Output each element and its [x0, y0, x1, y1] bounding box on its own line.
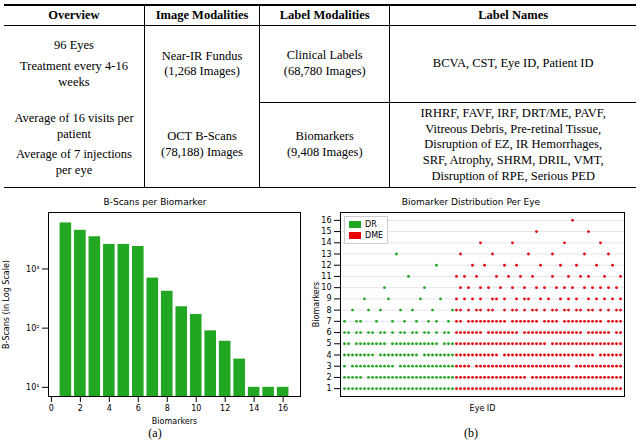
html-text:Label Names: Label Names — [478, 8, 549, 22]
html-text:Disruption of EZ, IR Hemorrhag: Disruption of EZ, IR Hemorrhages, — [424, 137, 602, 152]
html-text:(b): (b) — [464, 426, 478, 441]
html-text:(a): (a) — [148, 426, 162, 441]
html-text:Image Modalities: Image Modalities — [155, 8, 249, 22]
svg-text:Biomarkers: Biomarkers — [152, 417, 197, 426]
html-text:IRHRF, FAVF, IRF, DRT/ME, PAVF: IRHRF, FAVF, IRF, DRT/ME, PAVF, — [420, 106, 606, 120]
html-text:Near-IR Fundus: Near-IR Fundus — [161, 48, 243, 63]
html-text:Average of 16 visits per patie: Average of 16 visits per patient — [14, 111, 134, 141]
svg-text:B-Scans (in Log Scale): B-Scans (in Log Scale) — [2, 260, 11, 349]
svg-text:2: 2 — [326, 373, 331, 382]
html-text:Vitreous Debris, Pre-retinal T: Vitreous Debris, Pre-retinal Tissue, — [425, 121, 602, 136]
html-text:Label Modalities: Label Modalities — [279, 8, 370, 22]
svg-text:16: 16 — [278, 404, 288, 413]
svg-text:14: 14 — [249, 404, 259, 413]
svg-text:9: 9 — [326, 295, 331, 304]
html-text:DR: DR — [365, 220, 377, 230]
html-text:BCVA, CST, Eye ID, Patient ID: BCVA, CST, Eye ID, Patient ID — [432, 56, 594, 71]
svg-text:6: 6 — [326, 328, 331, 337]
svg-text:3: 3 — [326, 362, 331, 371]
html-text:Treatment every 4-16 weeks: Treatment every 4-16 weeks — [20, 58, 128, 89]
html-text:96 Eyes: 96 Eyes — [54, 38, 94, 53]
svg-text:12: 12 — [321, 261, 331, 270]
svg-text:6: 6 — [136, 404, 141, 413]
svg-text:8: 8 — [165, 404, 170, 413]
html-text:(1,268 Images): (1,268 Images) — [164, 64, 240, 79]
svg-text:Biomarkers: Biomarkers — [312, 282, 321, 327]
svg-text:Eye ID: Eye ID — [470, 404, 496, 413]
html-text:Clinical Labels: Clinical Labels — [286, 48, 363, 63]
svg-text:10²: 10² — [26, 324, 39, 333]
svg-text:10: 10 — [191, 404, 201, 413]
svg-text:14: 14 — [321, 238, 331, 247]
html-text:SRF, Atrophy, SHRM, DRIL, VMT,: SRF, Atrophy, SHRM, DRIL, VMT, — [422, 152, 604, 167]
svg-text:15: 15 — [321, 227, 331, 236]
html-text:(78,188) Images: (78,188) Images — [161, 144, 243, 159]
svg-text:10: 10 — [321, 283, 331, 292]
svg-text:2: 2 — [78, 404, 83, 413]
svg-text:0: 0 — [49, 404, 54, 413]
svg-text:10³: 10³ — [26, 265, 39, 274]
html-text:OCT B-Scans: OCT B-Scans — [167, 129, 237, 144]
html-text:B-Scans per Biomarker: B-Scans per Biomarker — [103, 197, 207, 208]
html-text:DME: DME — [365, 231, 384, 241]
html-text:Disruption of RPE, Serious PED: Disruption of RPE, Serious PED — [431, 168, 595, 183]
svg-text:4: 4 — [107, 404, 112, 413]
svg-text:8: 8 — [326, 306, 331, 315]
svg-text:5: 5 — [326, 339, 331, 348]
svg-text:1: 1 — [326, 384, 331, 393]
svg-text:12: 12 — [220, 404, 230, 413]
html-text:Average of 7 injections per ey: Average of 7 injections per eye — [15, 147, 132, 177]
svg-text:4: 4 — [326, 351, 331, 360]
html-text:Overview: Overview — [48, 8, 100, 22]
html-text:Biomarkers: Biomarkers — [295, 129, 354, 144]
html-text:(9,408 Images): (9,408 Images) — [286, 145, 363, 160]
svg-text:13: 13 — [321, 250, 331, 259]
html-text:(68,780 Images): (68,780 Images) — [283, 64, 366, 78]
svg-text:16: 16 — [321, 216, 331, 225]
svg-text:10¹: 10¹ — [26, 383, 39, 392]
svg-text:11: 11 — [321, 272, 331, 281]
html-text:Biomarker Distribution Per Eye: Biomarker Distribution Per Eye — [401, 197, 541, 208]
svg-text:7: 7 — [326, 317, 331, 326]
